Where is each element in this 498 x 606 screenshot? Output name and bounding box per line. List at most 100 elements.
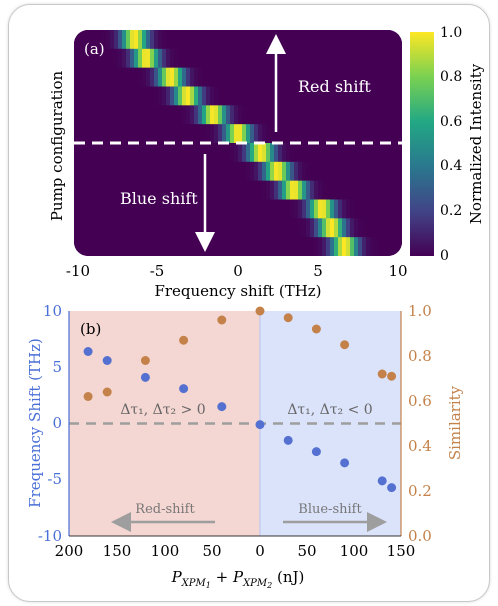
heatmap-cell	[198, 143, 203, 163]
right-y-tick-label: 0.2	[408, 482, 432, 500]
heatmap-cell	[202, 48, 207, 69]
heatmap-cell	[374, 86, 379, 106]
heatmap-cell	[230, 180, 235, 200]
heatmap-cell	[158, 30, 163, 50]
heatmap-cell	[298, 67, 303, 87]
heatmap-cell	[302, 143, 307, 163]
heatmap-cell	[194, 30, 199, 50]
heatmap-cell	[342, 86, 347, 106]
heatmap-cell	[282, 105, 287, 125]
heatmap-cell	[178, 199, 183, 219]
heatmap-cell	[238, 143, 243, 163]
heatmap-cell	[130, 105, 135, 125]
heatmap-cell	[322, 161, 327, 182]
heatmap-cell	[350, 124, 355, 144]
frequency-shift-point	[102, 356, 112, 365]
right-y-tick-label: 0.6	[408, 392, 432, 410]
heatmap-cell	[242, 30, 247, 50]
heatmap-cell	[366, 161, 371, 182]
heatmap-cell	[82, 218, 87, 238]
heatmap-cell	[146, 237, 151, 256]
heatmap-cell	[222, 124, 227, 144]
similarity-point	[83, 392, 93, 401]
heatmap-cell	[358, 143, 363, 163]
heatmap-cell	[226, 161, 231, 182]
heatmap-cell	[350, 30, 355, 50]
heatmap-cell	[382, 180, 387, 200]
heatmap-cell	[282, 48, 287, 69]
heatmap-cell	[270, 218, 275, 238]
heatmap-cell	[190, 124, 195, 144]
frequency-shift-point	[83, 347, 93, 356]
heatmap-cell	[118, 67, 123, 87]
heatmap-cell	[122, 86, 127, 106]
heatmap-cell	[110, 67, 115, 87]
heatmap-cell	[78, 199, 83, 219]
heatmap-cell	[170, 124, 175, 144]
heatmap-cell	[218, 180, 223, 200]
heatmap-cell	[158, 124, 163, 144]
right-y-ticks: 1.0 0.8 0.6 0.4 0.2 0.0	[408, 302, 432, 545]
heatmap-cell	[234, 48, 239, 69]
heatmap-cell	[326, 105, 331, 125]
heatmap-cell	[162, 143, 167, 163]
heatmap-cell	[78, 67, 83, 87]
x-label-sub2: XPM	[242, 578, 268, 589]
heatmap-cell	[278, 86, 283, 106]
frequency-shift-point	[283, 435, 293, 445]
x-tick-label: 0	[233, 262, 243, 280]
heatmap-cell	[214, 161, 219, 182]
heatmap-cell	[86, 237, 91, 256]
heatmap-cell	[370, 124, 375, 144]
heatmap-cell	[162, 86, 167, 106]
heatmap-cell	[230, 161, 235, 182]
heatmap-cell	[390, 199, 395, 219]
heatmap-cell	[74, 199, 79, 219]
heatmap-cell	[338, 124, 343, 144]
heatmap-cell	[398, 218, 402, 238]
heatmap-cell	[234, 218, 239, 238]
heatmap-cell	[290, 105, 295, 125]
heatmap-cell	[358, 67, 363, 87]
heatmap-cell	[282, 124, 287, 144]
heatmap-cell	[286, 143, 291, 163]
heatmap-cell	[182, 143, 187, 163]
heatmap-cell	[262, 67, 267, 87]
heatmap-cell	[166, 86, 171, 106]
heatmap-cell	[346, 48, 351, 69]
heatmap-cell	[382, 30, 387, 50]
heatmap-cell	[366, 124, 371, 144]
heatmap-cell	[226, 30, 231, 50]
heatmap-cell	[346, 218, 351, 238]
left-y-tick-label: -5	[47, 470, 62, 488]
heatmap-x-label: Frequency shift (THz)	[154, 282, 321, 300]
heatmap-cell	[250, 86, 255, 106]
heatmap-cell	[90, 218, 95, 238]
heatmap-cell	[122, 30, 127, 50]
heatmap-cell	[214, 124, 219, 144]
heatmap-cell	[146, 124, 151, 144]
heatmap-cell	[230, 199, 235, 219]
heatmap-cell	[298, 218, 303, 238]
heatmap-cell	[330, 199, 335, 219]
heatmap-cell	[306, 30, 311, 50]
colorbar-tick-label: 1.0	[440, 25, 462, 41]
heatmap-cell	[138, 218, 143, 238]
heatmap-cell	[386, 143, 391, 163]
heatmap-cell	[258, 199, 263, 219]
heatmap-cell	[186, 67, 191, 87]
heatmap-cell	[270, 237, 275, 256]
heatmap-cell	[258, 180, 263, 200]
heatmap-cell	[146, 67, 151, 87]
heatmap-cell	[162, 161, 167, 182]
heatmap-cell	[262, 124, 267, 144]
heatmap-cell	[158, 48, 163, 69]
heatmap-cell	[170, 199, 175, 219]
heatmap-cell	[362, 237, 367, 256]
heatmap-cell	[374, 48, 379, 69]
heatmap-cell	[170, 105, 175, 125]
heatmap-cell	[134, 105, 139, 125]
heatmap-cell	[174, 161, 179, 182]
heatmap-cell	[114, 48, 119, 69]
heatmap-cell	[166, 218, 171, 238]
